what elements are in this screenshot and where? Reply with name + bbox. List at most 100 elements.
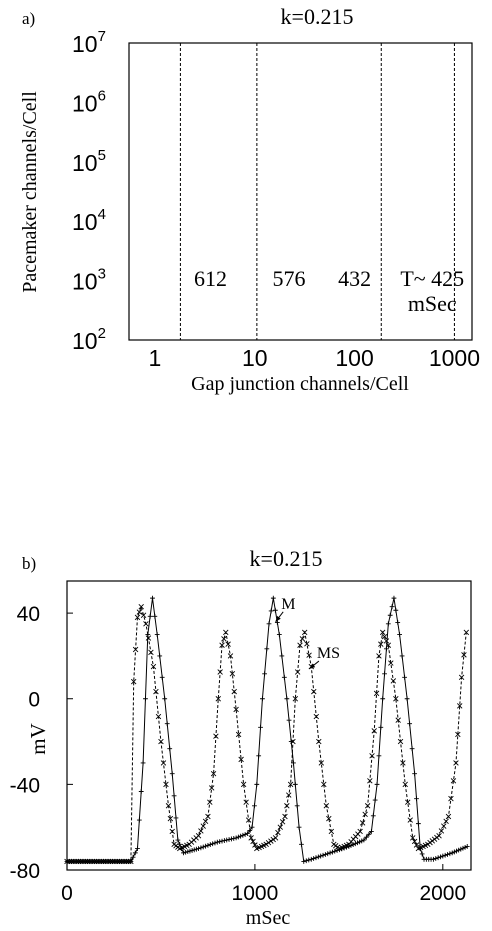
series-m-point: [243, 832, 248, 837]
series-m-point: [236, 835, 241, 840]
series-m-point: [433, 856, 438, 861]
series-m-point: [407, 721, 412, 726]
series-ms-point: [273, 835, 278, 840]
series-m-point: [256, 753, 261, 758]
series-m-point: [217, 839, 222, 844]
series-ms-point: [278, 825, 283, 830]
panel-b-x-tick-label: 0: [61, 882, 73, 905]
panel-b-x-tick-label: 1000: [232, 882, 279, 905]
series-ms-point: [314, 714, 319, 719]
series-ms-point: [280, 819, 285, 824]
series-m-point: [141, 761, 146, 766]
series-m-point: [450, 850, 455, 855]
series-m-point: [252, 803, 257, 808]
series-m-point: [139, 789, 144, 794]
series-m-point: [299, 842, 304, 847]
series-m-point: [371, 813, 376, 818]
series-m-point: [192, 847, 197, 852]
series-m-point: [215, 840, 220, 845]
panel-a-title: k=0.215: [281, 4, 354, 29]
series-m-point: [297, 825, 302, 830]
series-m-point: [198, 845, 203, 850]
series-m-point: [458, 847, 463, 852]
series-ms-point: [198, 829, 203, 834]
series-m-point: [196, 846, 201, 851]
series-m-point: [325, 851, 330, 856]
series-ms-point: [300, 636, 305, 641]
series-m-point: [380, 696, 385, 701]
series-m-line: [67, 598, 467, 861]
series-m-point: [431, 857, 436, 862]
series-m-point: [416, 821, 421, 826]
series-m-point: [397, 632, 402, 637]
series-ms-point: [196, 833, 201, 838]
series-ms-point: [444, 819, 449, 824]
panel-a-label: a): [22, 9, 35, 28]
series-m-point: [224, 838, 229, 843]
series-m-point: [275, 620, 280, 625]
panel-b-annotations: M MS: [276, 596, 340, 669]
series-m-point: [311, 856, 316, 861]
series-m-point: [150, 596, 155, 601]
series-m-point: [155, 632, 160, 637]
series-m-point: [359, 839, 364, 844]
series-m-point: [378, 725, 383, 730]
panel-a-y-tick-exp: 3: [98, 266, 106, 283]
series-m-point: [208, 842, 213, 847]
panel-b-y-tick-label: -80: [10, 860, 40, 883]
series-m-point: [414, 796, 419, 801]
series-m-point: [323, 852, 328, 857]
series-m-point: [377, 753, 382, 758]
panel-a-region-label: 612: [194, 266, 227, 291]
series-m-point: [388, 613, 393, 618]
series-m-point: [172, 793, 177, 798]
panel-a-y-tick-exp: 5: [98, 147, 106, 164]
series-ms-point: [380, 630, 385, 635]
series-m-point: [177, 842, 182, 847]
panel-a-y-tick-label: 106: [72, 87, 106, 116]
panel-a-x-tick-label: 100: [335, 345, 373, 371]
series-m-point: [174, 816, 179, 821]
series-m-point: [436, 855, 441, 860]
series-m-point: [304, 858, 309, 863]
series-m-point: [170, 771, 175, 776]
panel-a-y-axis-label: Pacemaker channels/Cell: [19, 91, 41, 293]
series-m-point: [454, 849, 459, 854]
panel-a-y-tick-base: 10: [72, 150, 98, 176]
series-m-point: [277, 632, 282, 637]
series-m-point: [260, 696, 265, 701]
series-m-point: [375, 782, 380, 787]
series-m-point: [220, 839, 225, 844]
series-m-point: [400, 654, 405, 659]
series-m-point: [393, 608, 398, 613]
series-m-point: [438, 854, 443, 859]
panel-a-x-ticks: 1 10 100 1000: [149, 345, 480, 371]
series-m-point: [293, 782, 298, 787]
series-m-point: [357, 839, 362, 844]
panel-a-y-tick-exp: 6: [98, 87, 106, 104]
panel-a-y-tick-base: 10: [72, 269, 98, 295]
panel-a-y-tick-base: 10: [72, 31, 98, 57]
series-m-point: [188, 849, 193, 854]
series-ms-point: [201, 824, 206, 829]
series-ms-point: [203, 819, 208, 824]
series-ms-point: [170, 829, 175, 834]
series-m-point: [133, 850, 138, 855]
series-m-point: [392, 596, 397, 601]
panel-b-y-axis-label: mV: [26, 723, 50, 755]
series-m-point: [443, 853, 448, 858]
series-m-point: [273, 608, 278, 613]
panel-a-y-tick-exp: 2: [98, 325, 106, 342]
panel-a-region-label: T~ 425: [400, 266, 464, 291]
series-m-point: [373, 798, 378, 803]
series-m-point: [234, 835, 239, 840]
series-m-point: [267, 621, 272, 626]
series-m-point: [382, 671, 387, 676]
panel-a-y-tick-label: 104: [72, 206, 106, 235]
series-m-point: [162, 696, 167, 701]
panel-b-y-tick-label: -40: [10, 774, 40, 797]
panel-a-y-tick-label: 102: [72, 325, 106, 354]
series-m-point: [185, 849, 190, 854]
